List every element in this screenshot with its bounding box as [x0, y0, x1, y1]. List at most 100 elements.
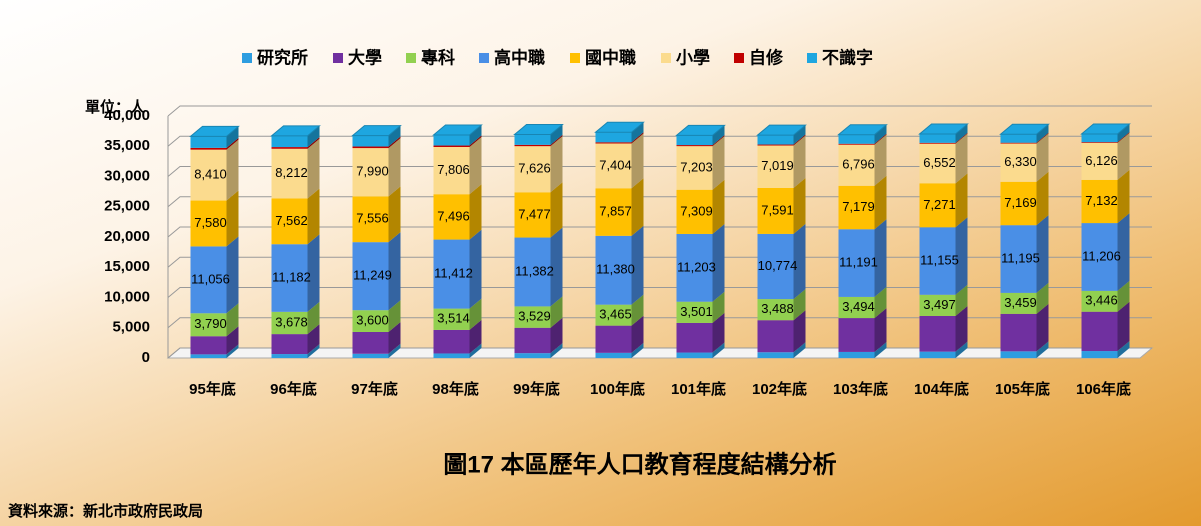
bar-side: [550, 296, 563, 328]
bar-segment: [838, 229, 875, 297]
y-tick-label: 5,000: [112, 319, 150, 336]
bar-side: [793, 342, 806, 358]
bar-segment: [757, 299, 794, 321]
bar-side: [955, 284, 968, 316]
bar-segment: [352, 196, 389, 243]
legend-swatch: [242, 53, 252, 63]
bar-side: [388, 232, 401, 311]
bar-segment: [1081, 179, 1118, 224]
bar-segment: [1000, 143, 1037, 182]
bar-side: [307, 137, 320, 149]
bar-segment: [190, 336, 227, 355]
bar-side: [874, 219, 887, 297]
bar-side: [1036, 282, 1049, 314]
bar-segment: [433, 194, 470, 240]
bar-side: [307, 301, 320, 335]
bar-side: [469, 136, 482, 195]
data-label: 11,195: [1001, 250, 1040, 265]
x-tick-label: 98年底: [432, 380, 479, 398]
grid-line: [167, 256, 1152, 268]
bar-segment: [271, 334, 308, 355]
legend-label: 研究所: [257, 47, 308, 67]
bar-segment: [919, 143, 956, 184]
bar-segment: [271, 147, 308, 149]
data-label: 7,496: [437, 208, 470, 223]
bar-side: [712, 135, 725, 147]
legend-label: 國中職: [585, 47, 636, 67]
x-tick-label: 101年底: [671, 380, 726, 398]
legend-label: 小學: [676, 48, 710, 67]
bar-top: [270, 125, 321, 137]
grid-line: [167, 287, 1152, 298]
data-label: 3,678: [275, 314, 308, 329]
bar-side: [388, 321, 401, 354]
data-label: 6,330: [1004, 154, 1037, 169]
bar-side: [1117, 132, 1130, 180]
legend-swatch: [807, 53, 817, 63]
data-label: 7,019: [761, 158, 794, 173]
data-label: 11,249: [353, 268, 392, 283]
bar-side: [1117, 213, 1130, 291]
bar-side: [226, 126, 239, 148]
bar-segment: [838, 134, 875, 144]
bar-segment: [676, 135, 713, 146]
bar-segment: [433, 308, 470, 330]
bar-segment: [595, 304, 632, 326]
data-label: 3,790: [194, 316, 227, 331]
bar-segment: [352, 135, 389, 147]
bar-segment: [1000, 181, 1037, 226]
x-tick-label: 97年底: [351, 380, 398, 398]
grid-line: [167, 105, 1152, 117]
y-axis-unit: 單位：人: [85, 98, 146, 116]
legend-label: 專科: [421, 47, 455, 67]
bar-top: [1080, 123, 1131, 135]
legend-swatch: [661, 53, 671, 63]
legend-label: 高中職: [494, 47, 545, 67]
bar-segment: [1000, 134, 1037, 143]
data-label: 3,459: [1004, 295, 1037, 310]
bar-segment: [919, 351, 956, 358]
legend-label: 不識字: [822, 47, 873, 67]
data-label: 7,477: [518, 206, 551, 221]
bar-side: [1117, 169, 1130, 224]
bar-side: [1117, 301, 1130, 352]
bar-side: [307, 324, 320, 355]
bar-segment: [1000, 225, 1037, 293]
bar-segment: [433, 134, 470, 146]
bar-side: [469, 124, 482, 146]
bar-side: [874, 133, 887, 145]
chart-title: 圖17 本區歷年人口教育程度結構分析: [443, 450, 836, 478]
bar-side: [388, 138, 401, 197]
bar-side: [955, 305, 968, 352]
bar-segment: [1081, 311, 1118, 352]
bar-side: [712, 223, 725, 302]
bar-side: [793, 134, 806, 146]
bar-side: [631, 294, 644, 326]
data-label: 7,580: [194, 215, 227, 230]
bar-segment: [919, 294, 956, 316]
bar-segment: [919, 227, 956, 295]
bar-side: [955, 132, 968, 144]
bar-side: [226, 303, 239, 337]
bar-segment: [595, 325, 632, 353]
bar-side: [712, 291, 725, 323]
bar-side: [469, 135, 482, 147]
data-label: 6,796: [842, 157, 875, 172]
bar-side: [1036, 124, 1049, 143]
bar-top: [594, 121, 645, 133]
data-label: 8,410: [194, 167, 227, 182]
bar-side: [388, 136, 401, 149]
bar-side: [226, 190, 239, 247]
bar-side: [1036, 133, 1049, 182]
bar-segment: [514, 192, 551, 238]
bar-segment: [271, 354, 308, 358]
bar-side: [226, 344, 239, 358]
bar-side: [712, 179, 725, 234]
bar-segment: [838, 144, 875, 186]
bar-segment: [514, 327, 551, 354]
bar-segment: [433, 145, 470, 147]
y-tick-label: 20,000: [104, 228, 150, 245]
bar-side: [955, 341, 968, 358]
bar-side: [712, 312, 725, 353]
